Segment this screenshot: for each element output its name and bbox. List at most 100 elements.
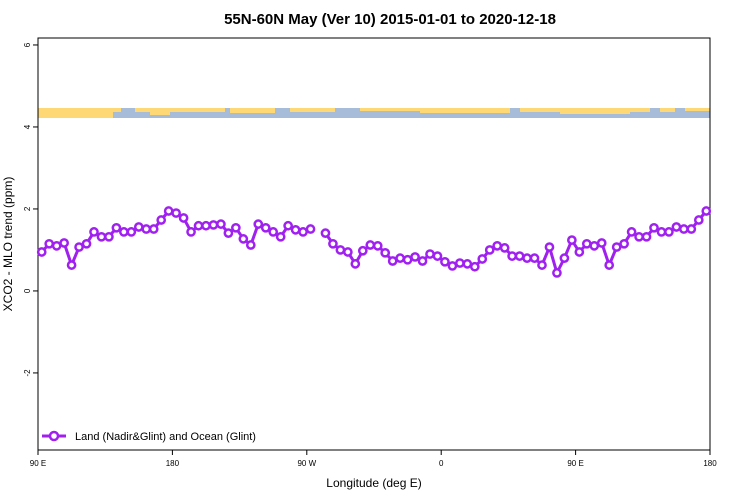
point [126, 227, 137, 237]
point [320, 228, 331, 238]
point [59, 238, 69, 248]
point [440, 256, 450, 267]
x-axis-label: Longitude (deg E) [326, 476, 421, 490]
point [298, 227, 308, 237]
point [410, 252, 420, 262]
point [701, 206, 712, 216]
point [596, 238, 607, 248]
x-tick-label: 180 [703, 459, 717, 468]
point [96, 231, 107, 242]
point [634, 231, 644, 242]
point [693, 215, 704, 225]
legend-marker [48, 430, 60, 442]
point [365, 240, 376, 250]
point [74, 242, 84, 252]
y-tick-label: -2 [23, 369, 32, 377]
point [567, 235, 577, 245]
point [514, 251, 525, 261]
point [447, 261, 458, 271]
legend: Land (Nadir&Glint) and Ocean (Glint) [42, 430, 256, 443]
point [290, 225, 301, 235]
point [522, 253, 532, 263]
point [133, 222, 144, 232]
x-tick-label: 90 E [30, 459, 46, 468]
point [372, 240, 383, 251]
point [686, 224, 697, 234]
point [111, 222, 122, 233]
point [402, 254, 413, 265]
series-line [324, 210, 708, 277]
point [484, 245, 495, 255]
point [253, 219, 264, 229]
point [679, 224, 689, 234]
point [395, 253, 405, 263]
point [51, 240, 62, 251]
point [66, 260, 77, 270]
point [171, 208, 181, 218]
point [432, 251, 443, 261]
point [619, 238, 629, 249]
point [216, 219, 226, 229]
plot-frame [37, 37, 711, 451]
point [201, 220, 211, 231]
point [335, 245, 346, 255]
point [89, 227, 99, 237]
point [581, 238, 592, 249]
point [104, 231, 114, 242]
point [260, 222, 271, 233]
point [425, 249, 435, 259]
point [649, 222, 659, 233]
point [156, 215, 167, 225]
x-tick-label: 0 [439, 459, 444, 468]
point [163, 206, 174, 216]
point [455, 258, 465, 268]
point [357, 245, 368, 256]
land-ocean-strip [38, 108, 710, 118]
point [268, 227, 279, 237]
point [305, 224, 316, 234]
point [417, 256, 428, 266]
point [238, 234, 249, 244]
point [537, 260, 547, 270]
point [656, 227, 667, 237]
point [469, 261, 480, 272]
point [507, 251, 517, 261]
point [559, 253, 570, 263]
point [36, 247, 47, 257]
point [462, 259, 473, 269]
point [245, 240, 256, 250]
point [641, 231, 652, 242]
point [343, 247, 353, 257]
point [186, 227, 196, 237]
point [529, 253, 540, 263]
y-tick-label: 0 [23, 288, 32, 293]
y-tick-label: 4 [23, 124, 32, 129]
point [328, 238, 338, 249]
y-tick-label: 2 [23, 206, 32, 211]
chart-title: 55N-60N May (Ver 10) 2015-01-01 to 2020-… [224, 11, 556, 28]
point [275, 231, 286, 242]
y-axis-label: XCO2 - MLO trend (ppm) [1, 177, 15, 312]
point [492, 240, 503, 251]
point [574, 247, 585, 257]
point [611, 242, 622, 252]
point [141, 224, 152, 234]
point [671, 222, 682, 232]
x-tick-label: 90 E [567, 459, 583, 468]
x-tick-label: 90 W [297, 459, 316, 468]
point [148, 224, 159, 234]
point [44, 238, 55, 249]
point [499, 243, 510, 253]
point [223, 228, 234, 238]
point [589, 240, 600, 251]
y-tick-label: 6 [23, 42, 32, 47]
x-tick-label: 180 [166, 459, 180, 468]
point [178, 213, 189, 223]
point [664, 227, 674, 237]
point [119, 227, 129, 237]
point [552, 268, 562, 278]
point [350, 259, 361, 269]
point [604, 260, 615, 270]
point [231, 222, 241, 233]
